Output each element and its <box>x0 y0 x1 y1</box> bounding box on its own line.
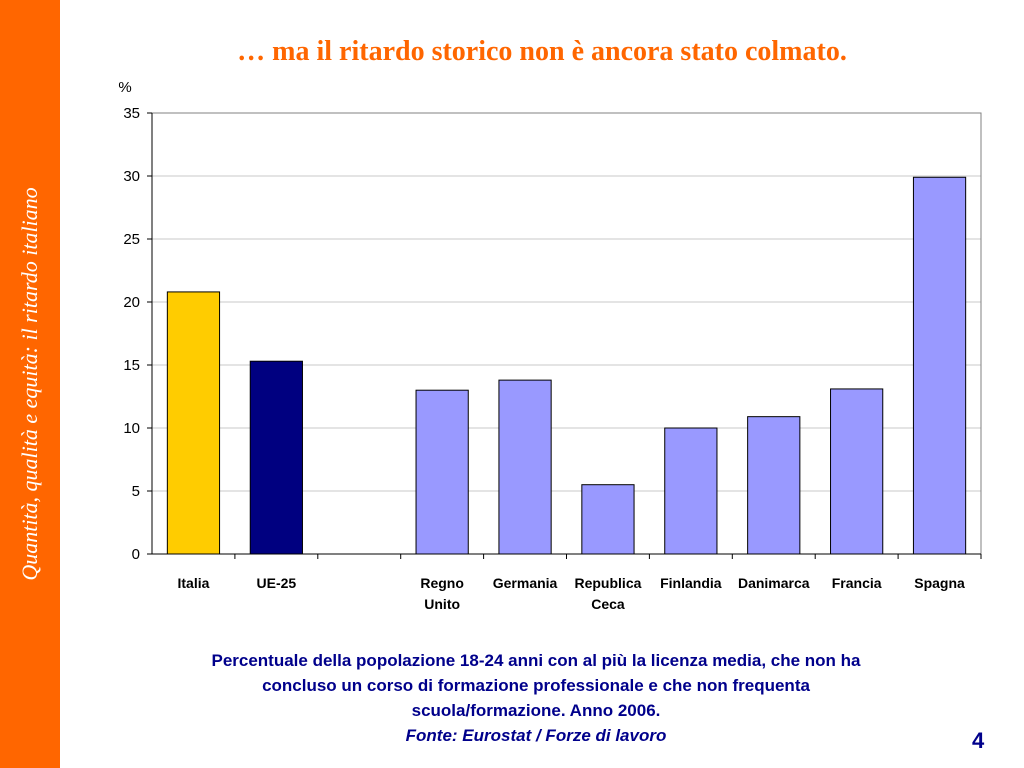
caption-source: Fonte: Eurostat / Forze di lavoro <box>405 726 667 745</box>
bar <box>664 427 718 555</box>
bar <box>166 291 221 555</box>
bar <box>830 388 884 555</box>
caption-line-2: concluso un corso di formazione professi… <box>262 676 810 695</box>
x-tick-label: Ceca <box>591 596 625 612</box>
x-tick-label: Republica <box>574 575 641 591</box>
slide-title: … ma il ritardo storico non è ancora sta… <box>237 36 847 67</box>
bar <box>415 389 469 555</box>
x-tick-label: Unito <box>424 596 460 612</box>
y-tick-label: 15 <box>123 357 140 374</box>
bar <box>498 379 552 555</box>
caption-line-3: scuola/formazione. Anno 2006. <box>411 701 661 720</box>
x-tick-label: Regno <box>420 575 464 591</box>
bar <box>249 360 303 555</box>
page-number: 4 <box>972 728 985 753</box>
y-tick-label: 10 <box>123 420 140 437</box>
y-tick-label: 0 <box>132 546 140 563</box>
x-tick-label: Finlandia <box>660 575 722 591</box>
y-tick-label: 25 <box>123 231 140 248</box>
y-axis-label: % <box>118 79 131 96</box>
y-tick-label: 20 <box>123 294 140 311</box>
bar-chart: 0 5 10 15 20 25 30 35% Italia UE-25 Regno Unito Germ… <box>118 79 982 612</box>
bar <box>581 484 635 555</box>
x-tick-label: UE-25 <box>257 575 297 591</box>
x-tick-label: Germania <box>493 575 558 591</box>
x-tick-label: Francia <box>832 575 882 591</box>
bar <box>912 176 967 555</box>
chart-caption: Percentuale della popolazione 18-24 anni… <box>160 648 912 748</box>
sidebar: Quantità, qualità e equità: il ritardo i… <box>0 0 60 768</box>
y-tick-label: 30 <box>123 168 140 185</box>
x-tick-label: Danimarca <box>738 575 810 591</box>
x-tick-label: Spagna <box>914 575 965 591</box>
bar <box>747 416 801 555</box>
y-tick-label: 35 <box>123 105 140 122</box>
x-tick-label: Italia <box>177 575 209 591</box>
caption-line-1: Percentuale della popolazione 18-24 anni… <box>211 651 861 670</box>
y-tick-label: 5 <box>132 483 140 500</box>
